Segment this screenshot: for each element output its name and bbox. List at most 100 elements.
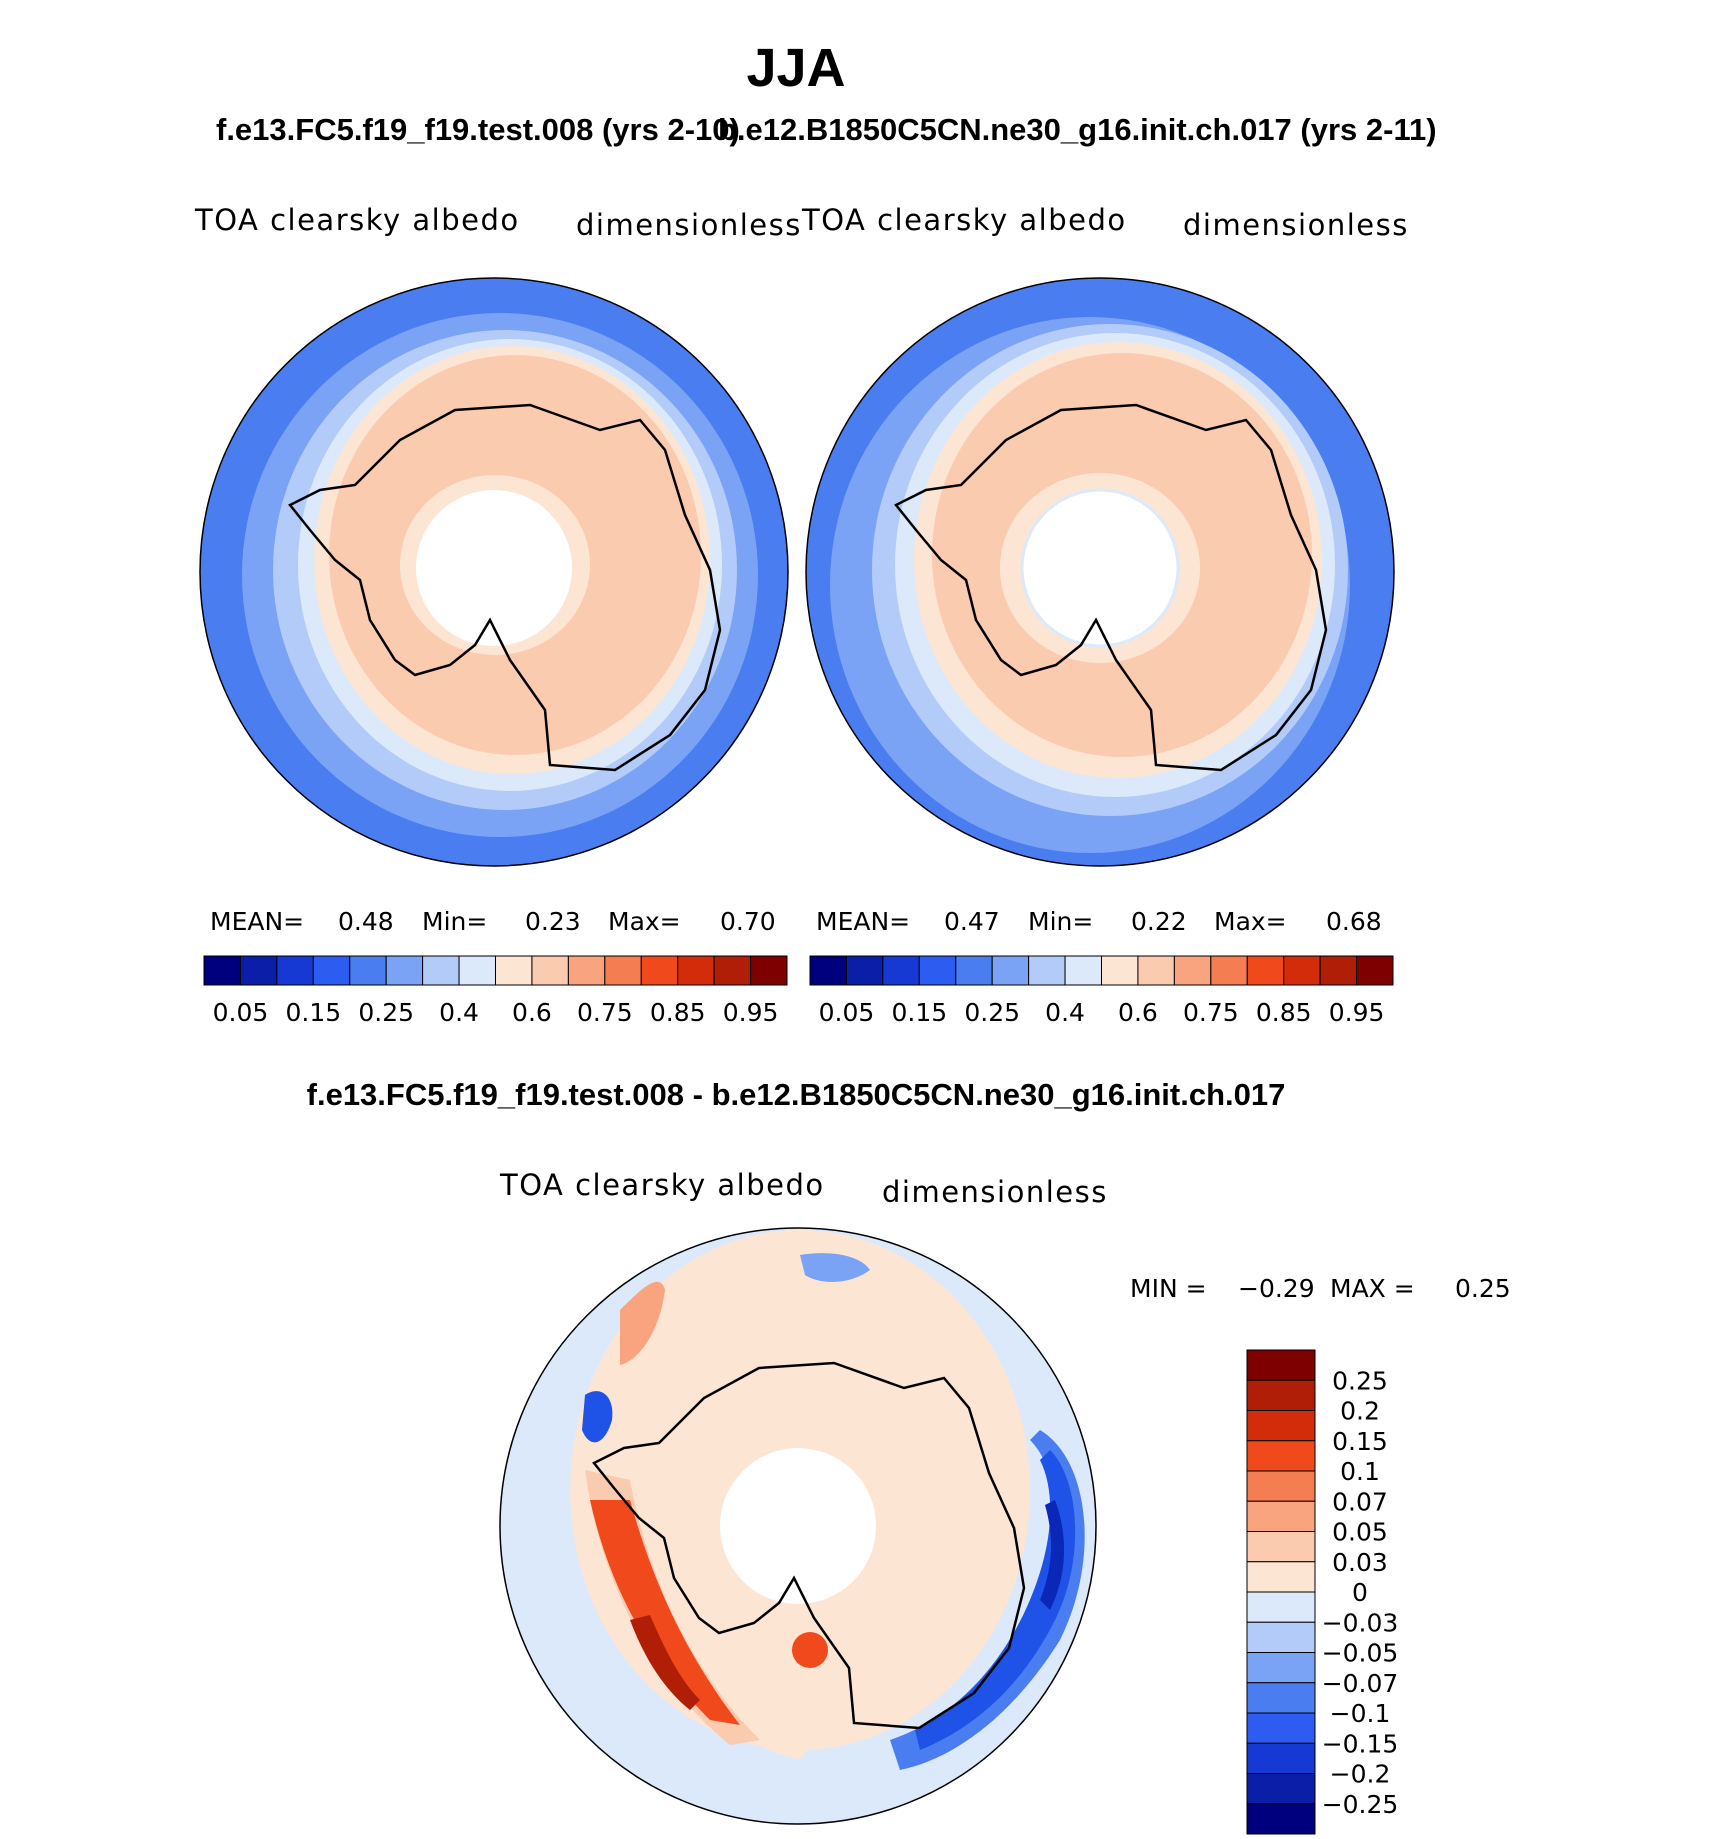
colorbar-swatch <box>991 955 1030 986</box>
colorbar-tick-label: 0.6 <box>512 998 552 1027</box>
diff-map <box>500 1228 1096 1824</box>
colorbar-swatch <box>1246 1652 1316 1684</box>
colorbar-tick-label: −0.07 <box>1322 1669 1399 1698</box>
left-min-value: 0.23 <box>525 907 581 936</box>
colorbar-tick-label: −0.15 <box>1322 1729 1399 1758</box>
diff-map-blue-patch-left <box>582 1391 613 1443</box>
colorbar-swatch <box>1319 955 1358 986</box>
colorbar-swatch <box>239 955 278 986</box>
colorbar-tick-label: 0.25 <box>964 998 1020 1027</box>
colorbar-tick-label: 0.95 <box>1329 998 1385 1027</box>
left-max-value: 0.70 <box>720 907 776 936</box>
diff-map-blue-patch-top <box>800 1253 870 1282</box>
colorbar-tick-label: 0.05 <box>819 998 875 1027</box>
colorbar-swatch <box>203 955 241 986</box>
right-map-pole-hole <box>1020 488 1180 648</box>
left-run-title: f.e13.FC5.f19_f19.test.008 (yrs 2-10) <box>216 112 740 147</box>
colorbar-swatch <box>385 955 424 986</box>
colorbar-swatch <box>1246 1561 1316 1593</box>
colorbar-tick-label: 0.03 <box>1332 1548 1388 1577</box>
colorbar-swatch <box>567 955 606 986</box>
colorbar-swatch <box>1246 1531 1316 1563</box>
right-map <box>806 278 1394 866</box>
colorbar-swatch <box>1246 1410 1316 1442</box>
colorbar-swatch <box>1356 955 1394 986</box>
colorbar-swatch <box>845 955 884 986</box>
diff-min-label: MIN = <box>1130 1274 1207 1303</box>
colorbar-swatch <box>458 955 496 986</box>
colorbar-swatch <box>1246 1500 1316 1532</box>
diff-map-blue-core <box>1040 1500 1065 1610</box>
right-mean-label: MEAN= <box>816 907 910 936</box>
colorbar-tick-label: −0.2 <box>1330 1760 1391 1789</box>
colorbar-swatch <box>1246 1682 1316 1714</box>
colorbar-swatch <box>495 955 533 986</box>
colorbar-swatch <box>1246 1803 1316 1835</box>
right-min-label: Min= <box>1028 907 1093 936</box>
colorbar-swatch <box>1210 955 1248 986</box>
colorbar-swatch <box>1101 955 1139 986</box>
colorbar-tick-label: 0.95 <box>723 998 779 1027</box>
left-variable-label: TOA clearsky albedo <box>194 203 520 237</box>
colorbar-swatch <box>750 955 788 986</box>
colorbar-swatch <box>1246 1621 1316 1653</box>
colorbar-swatch <box>1028 955 1066 986</box>
difference-title: f.e13.FC5.f19_f19.test.008 - b.e12.B1850… <box>307 1077 1286 1112</box>
colorbar-swatch <box>1283 955 1321 986</box>
colorbar-swatch <box>1246 1712 1316 1744</box>
colorbar-swatch <box>276 955 314 986</box>
colorbar-tick-label: 0.15 <box>285 998 341 1027</box>
right-min-value: 0.22 <box>1131 907 1187 936</box>
colorbar-tick-label: 0.25 <box>358 998 414 1027</box>
colorbar-swatch <box>349 955 387 986</box>
diff-map-red-patch-top <box>620 1281 665 1365</box>
colorbar-swatch <box>882 955 920 986</box>
diff-min-value: −0.29 <box>1238 1274 1315 1303</box>
left-panel: TOA clearsky albedo dimensionless MEAN= … <box>194 203 802 1027</box>
colorbar-tick-label: −0.03 <box>1322 1608 1399 1637</box>
colorbar-tick-label: −0.25 <box>1322 1790 1399 1819</box>
left-mean-label: MEAN= <box>210 907 304 936</box>
colorbar-tick-label: −0.1 <box>1330 1699 1391 1728</box>
colorbar-swatch <box>604 955 642 986</box>
colorbar-tick-label: 0.75 <box>577 998 633 1027</box>
colorbar-tick-label: 0.1 <box>1340 1457 1380 1486</box>
right-units-label: dimensionless <box>1183 208 1409 242</box>
colorbar-tick-label: 0.6 <box>1118 998 1158 1027</box>
colorbar-tick-label: 0.25 <box>1332 1366 1388 1395</box>
colorbar-tick-label: 0 <box>1352 1578 1368 1607</box>
season-title: JJA <box>746 38 845 98</box>
left-units-label: dimensionless <box>576 208 802 242</box>
diff-map-red-arc <box>590 1500 740 1725</box>
colorbar-swatch <box>918 955 957 986</box>
right-run-title: b.e12.B1850C5CN.ne30_g16.init.ch.017 (yr… <box>718 112 1437 147</box>
colorbar-tick-label: 0.07 <box>1332 1487 1388 1516</box>
colorbar-swatch <box>809 955 847 986</box>
colorbar-swatch <box>713 955 752 986</box>
diff-colorbar: 0.250.20.150.10.070.050.030−0.03−0.05−0.… <box>1246 1349 1399 1835</box>
diff-max-value: 0.25 <box>1455 1274 1511 1303</box>
left-map-pole-hole <box>416 490 572 646</box>
right-panel: TOA clearsky albedo dimensionless MEAN= … <box>801 203 1409 1027</box>
colorbar-swatch <box>1246 1470 1316 1502</box>
colorbar-swatch <box>1137 955 1175 986</box>
colorbar-swatch <box>1246 1379 1316 1411</box>
left-min-label: Min= <box>422 907 487 936</box>
difference-panel: TOA clearsky albedo dimensionless MIN = … <box>499 1168 1511 1835</box>
right-mean-value: 0.47 <box>944 907 1000 936</box>
diff-map-darkred-core <box>630 1615 700 1710</box>
colorbar-swatch <box>422 955 460 986</box>
colorbar-swatch <box>531 955 569 986</box>
colorbar-swatch <box>1064 955 1102 986</box>
colorbar-tick-label: 0.85 <box>650 998 706 1027</box>
colorbar-swatch <box>1173 955 1212 986</box>
colorbar-tick-label: 0.4 <box>439 998 479 1027</box>
left-map <box>200 278 788 866</box>
diff-max-label: MAX = <box>1330 1274 1415 1303</box>
colorbar-tick-label: 0.85 <box>1256 998 1312 1027</box>
colorbar-tick-label: 0.4 <box>1045 998 1085 1027</box>
colorbar-tick-label: 0.05 <box>1332 1518 1388 1547</box>
right-map-border <box>805 277 1395 867</box>
left-colorbar: 0.05 0.15 0.25 0.4 0.6 0.75 0.85 0.95 <box>203 955 788 1027</box>
